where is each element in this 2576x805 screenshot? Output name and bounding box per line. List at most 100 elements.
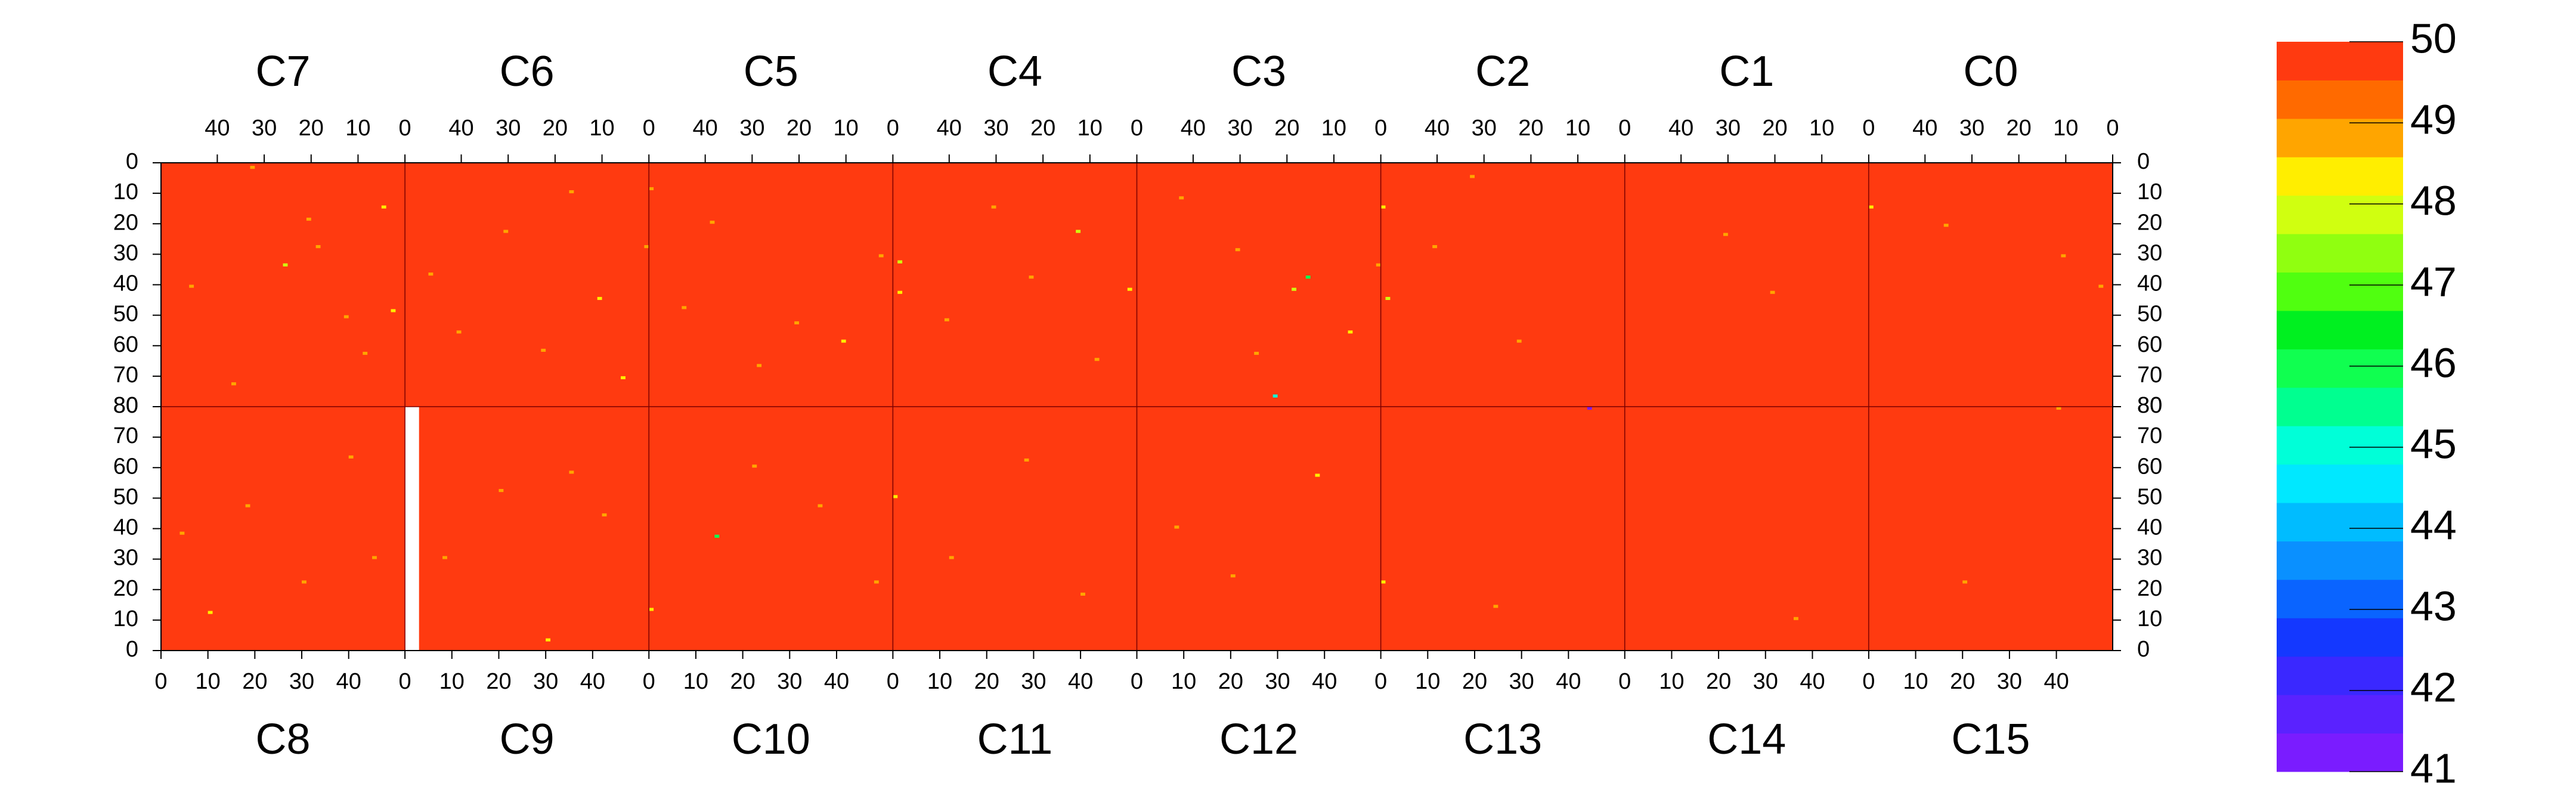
colorbar-bin (2277, 80, 2403, 119)
heatmap-cell (442, 556, 447, 559)
x-tick-label: 40 (1068, 669, 1093, 694)
heatmap-cell (179, 531, 185, 535)
heatmap-cell (874, 580, 879, 584)
heatmap-cell (1029, 275, 1034, 279)
chip-label: C1 (1719, 48, 1774, 95)
heatmap-cell (794, 321, 800, 324)
chip-label: C4 (987, 48, 1042, 95)
heatmap-cell (541, 348, 546, 352)
heatmap-cell (2056, 407, 2061, 410)
x-tick-label: 20 (974, 669, 999, 694)
y-tick-label: 50 (113, 302, 138, 327)
heatmap-cell (897, 260, 903, 264)
y-tick-label: 50 (113, 484, 138, 509)
y-tick-label: 0 (2137, 149, 2150, 174)
colorbar-label: 49 (2410, 96, 2457, 143)
x-tick-label: 20 (486, 669, 511, 694)
colorbar-bin (2277, 464, 2403, 503)
colorbar-bin (2277, 272, 2403, 311)
x-tick-label: 10 (2053, 116, 2078, 141)
x-tick-label: 40 (448, 116, 473, 141)
x-tick-label: 0 (643, 669, 655, 694)
x-tick-label: 40 (580, 669, 605, 694)
heatmap-cell (1127, 287, 1132, 291)
y-tick-label: 80 (2137, 393, 2162, 418)
heatmap-cell (897, 290, 903, 294)
heatmap-cell (315, 245, 321, 249)
y-tick-label: 20 (2137, 210, 2162, 235)
heatmap-cell (1179, 196, 1184, 200)
chip-label: C10 (732, 716, 810, 763)
chip-label: C7 (256, 48, 311, 95)
y-tick-label: 80 (113, 393, 138, 418)
y-tick-label: 30 (2137, 240, 2162, 265)
colorbar-label: 46 (2410, 339, 2457, 386)
y-tick-label: 60 (113, 332, 138, 357)
x-tick-label: 30 (1716, 116, 1741, 141)
x-tick-label: 0 (1618, 669, 1631, 694)
colorbar-bin (2277, 42, 2403, 80)
x-tick-label: 40 (1556, 669, 1581, 694)
heatmap-cell (752, 465, 757, 468)
heatmap-cell (499, 489, 504, 493)
colorbar-bin (2277, 579, 2403, 618)
x-tick-label: 40 (2044, 669, 2069, 694)
masked-region (405, 407, 419, 651)
y-tick-label: 70 (2137, 363, 2162, 388)
x-tick-label: 0 (1618, 116, 1631, 141)
x-tick-label: 40 (205, 116, 230, 141)
x-tick-label: 40 (1312, 669, 1337, 694)
colorbar-bin (2277, 503, 2403, 541)
heatmap-cell (1076, 230, 1081, 233)
heatmap-cell (949, 556, 954, 559)
x-tick-label: 40 (937, 116, 962, 141)
y-tick-label: 80 (113, 393, 138, 418)
heatmap-cell (649, 187, 654, 191)
heatmap-cell (1235, 248, 1240, 252)
x-tick-label: 20 (1950, 669, 1975, 694)
x-tick-label: 10 (1415, 669, 1440, 694)
heatmap-cell (1348, 330, 1353, 334)
x-tick-label: 30 (1021, 669, 1046, 694)
heatmap-cell (1292, 287, 1297, 291)
heatmap-cell (546, 638, 551, 642)
y-tick-label: 0 (126, 637, 138, 662)
x-tick-label: 40 (336, 669, 361, 694)
heatmap-cell (2098, 284, 2104, 288)
heatmap-cell (710, 221, 715, 224)
x-tick-label: 30 (1997, 669, 2022, 694)
heatmap-cell (1305, 275, 1311, 279)
heatmap-cell (1868, 205, 1874, 209)
heatmap-cell (944, 318, 949, 321)
heatmap-cell (1380, 580, 1386, 584)
heatmap-cell (841, 339, 846, 343)
x-tick-label: 20 (543, 116, 568, 141)
y-tick-label: 10 (113, 179, 138, 205)
x-tick-label: 10 (345, 116, 370, 141)
heatmap-cell (1723, 233, 1728, 236)
heatmap-cell (231, 382, 236, 386)
x-tick-label: 0 (399, 116, 411, 141)
x-tick-label: 20 (1518, 116, 1543, 141)
y-tick-label: 70 (2137, 423, 2162, 448)
x-tick-label: 0 (1131, 116, 1143, 141)
x-tick-label: 0 (399, 669, 411, 694)
heatmap-cell (456, 330, 462, 334)
x-tick-label: 0 (2106, 116, 2119, 141)
heatmap-cell (1230, 574, 1236, 578)
heatmap-cell (428, 273, 434, 276)
heatmap-cell (1272, 394, 1278, 398)
x-tick-label: 20 (2007, 116, 2032, 141)
x-tick-label: 10 (1171, 669, 1196, 694)
colorbar-label: 50 (2410, 15, 2457, 61)
x-tick-label: 10 (196, 669, 221, 694)
heatmap-cell (682, 306, 687, 309)
heatmap-cell (1793, 617, 1798, 620)
heatmap-cell (1380, 205, 1386, 209)
heatmap-cell (649, 608, 654, 611)
chip-label: C13 (1463, 716, 1542, 763)
colorbar-bin (2277, 618, 2403, 657)
x-tick-label: 20 (1030, 116, 1055, 141)
y-tick-label: 20 (113, 576, 138, 601)
y-tick-label: 10 (2137, 606, 2162, 631)
